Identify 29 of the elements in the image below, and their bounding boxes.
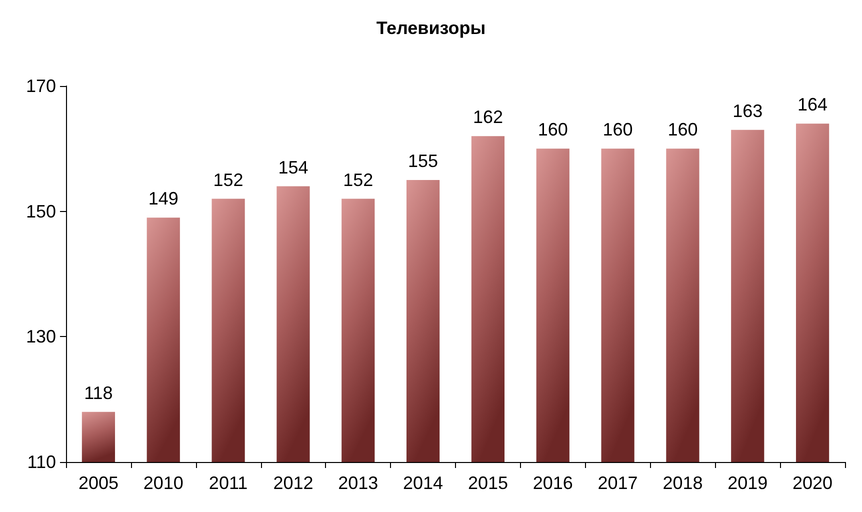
data-label: 118 <box>84 382 113 403</box>
x-tick-label: 2010 <box>143 473 184 493</box>
data-label: 152 <box>343 170 374 190</box>
x-tick-label: 2016 <box>532 473 573 493</box>
data-label: 152 <box>213 170 244 190</box>
y-tick-label: 130 <box>26 326 56 347</box>
data-label: 160 <box>602 120 633 140</box>
data-label: 160 <box>538 120 568 140</box>
data-label: 162 <box>472 107 503 128</box>
x-tick-label: 2020 <box>792 473 833 493</box>
y-tick-label: 150 <box>26 201 56 222</box>
data-label: 164 <box>798 94 828 115</box>
data-label: 155 <box>408 151 438 171</box>
x-tick-label: 2005 <box>78 473 118 493</box>
data-label: 149 <box>148 188 178 209</box>
x-tick-label: 2013 <box>338 473 378 493</box>
x-tick-label: 2012 <box>273 473 314 493</box>
y-tick-label: 110 <box>27 452 56 472</box>
x-tick-label: 2011 <box>208 473 248 493</box>
x-tick-label: 2019 <box>728 473 768 493</box>
y-tick-label: 170 <box>26 76 56 96</box>
data-label: 163 <box>732 100 763 121</box>
data-label: 160 <box>668 120 698 140</box>
x-tick-label: 2014 <box>403 473 444 493</box>
chart-title: Телевизоры <box>376 18 486 38</box>
data-label: 154 <box>278 157 308 178</box>
x-tick-label: 2015 <box>468 473 508 493</box>
x-tick-label: 2018 <box>662 473 703 493</box>
x-tick-label: 2017 <box>598 473 638 493</box>
